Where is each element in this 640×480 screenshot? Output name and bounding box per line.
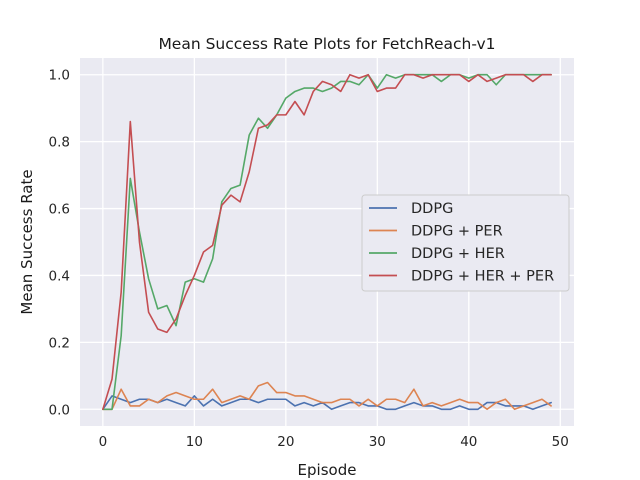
y-tick-label: 1.0	[49, 68, 70, 84]
chart-title: Mean Success Rate Plots for FetchReach-v…	[158, 35, 495, 53]
series-line-2	[102, 381, 552, 411]
x-axis-label: Episode	[298, 461, 357, 479]
x-tick-label: 10	[186, 434, 203, 450]
series-line-1	[102, 395, 552, 411]
x-axis-ticks: 0 10 20 30 40 50	[99, 434, 569, 450]
x-tick-label: 50	[552, 434, 569, 450]
y-tick-label: 0.8	[49, 135, 70, 151]
legend: DDPG DDPG + PER DDPG + HER DDPG + HER + PER	[361, 194, 570, 292]
y-axis-label: Mean Success Rate	[18, 169, 36, 314]
y-tick-label: 0.4	[49, 268, 70, 284]
x-tick-label: 30	[369, 434, 386, 450]
series-line-4	[102, 73, 552, 411]
y-tick-label: 0.6	[49, 202, 70, 218]
legend-box	[361, 194, 570, 292]
legend-label: DDPG + HER + PER	[411, 269, 554, 285]
x-tick-label: 40	[460, 434, 477, 450]
legend-label: DDPG + PER	[411, 224, 503, 240]
y-tick-label: 0.0	[49, 402, 70, 418]
legend-label: DDPG	[411, 201, 453, 217]
legend-label: DDPG + HER	[411, 246, 505, 262]
x-tick-label: 0	[99, 434, 108, 450]
x-tick-label: 20	[277, 434, 294, 450]
series-lines	[102, 73, 552, 411]
y-axis-ticks: 0.0 0.2 0.4 0.6 0.8 1.0	[49, 68, 70, 419]
y-tick-label: 0.2	[49, 335, 70, 351]
